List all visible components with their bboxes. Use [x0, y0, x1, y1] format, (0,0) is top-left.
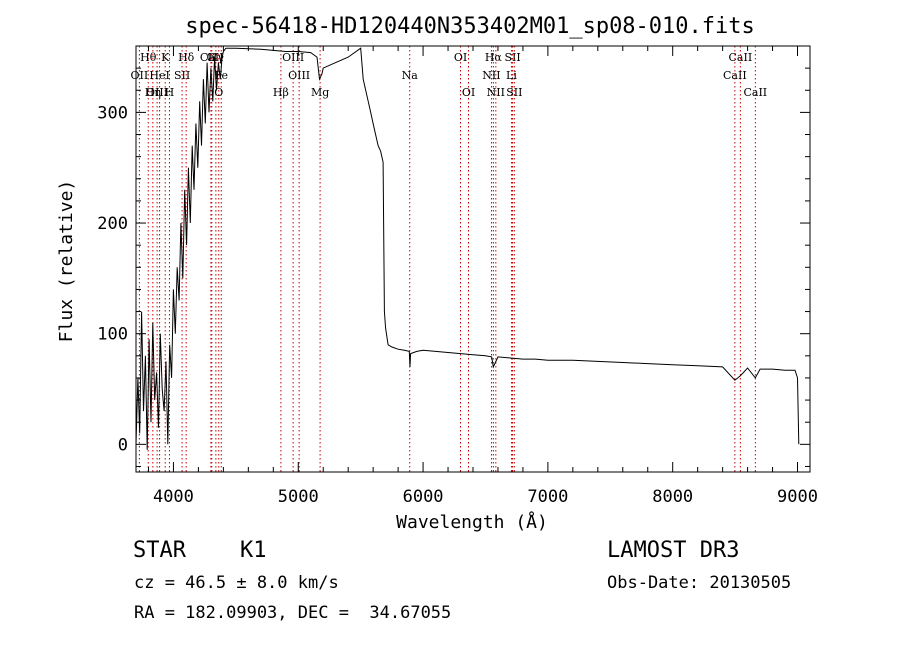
- line-label-23: NII: [482, 69, 500, 82]
- object-type: STAR: [133, 538, 186, 563]
- line-label-14: OIII: [282, 51, 304, 64]
- line-label-22: SII: [504, 51, 520, 64]
- line-label-0: Hθ: [140, 51, 157, 64]
- chart-title: spec-56418-HD120440N353402M01_sp08-010.f…: [185, 14, 755, 39]
- line-label-1: OII: [131, 69, 149, 82]
- y-tick-label-2: 200: [97, 214, 128, 234]
- redshift-cz: cz = 46.5 ± 8.0 km/s: [134, 573, 339, 593]
- x-tick-label-2: 6000: [403, 487, 444, 507]
- line-label-7: H: [165, 86, 175, 99]
- plot-frame: [135, 45, 811, 473]
- line-label-2: OIII: [146, 86, 168, 99]
- line-label-16: Hβ: [273, 86, 289, 99]
- y-tick-label-0: 0: [118, 435, 128, 455]
- y-tick-label-3: 300: [97, 103, 128, 123]
- axis-ticks: 4000 5000 6000 7000 8000 9000 0 100 200 300: [97, 45, 818, 507]
- spectrum-line: [135, 47, 800, 450]
- x-tick-label-5: 9000: [777, 487, 818, 507]
- line-label-8: Hδ: [178, 51, 195, 64]
- line-label-19: OI: [454, 51, 467, 64]
- y-axis-label: Flux (relative): [56, 180, 77, 343]
- x-tick-label-0: 4000: [153, 487, 194, 507]
- line-label-25: NII: [487, 86, 505, 99]
- line-label-15: OIII: [288, 69, 310, 82]
- line-label-26: SII: [506, 86, 522, 99]
- line-label-18: Na: [402, 69, 419, 82]
- plot-axes: [135, 45, 811, 473]
- line-label-13: O: [214, 86, 223, 99]
- line-label-20: OI: [462, 86, 475, 99]
- spectrum-series: [135, 47, 800, 450]
- line-label-6: SII: [174, 69, 190, 82]
- subclass: K1: [240, 538, 267, 563]
- line-label-12: Fe: [214, 69, 228, 82]
- line-label-11: CaII: [200, 51, 224, 64]
- line-label-21: Hα: [485, 51, 503, 64]
- line-label-17: Mg: [311, 86, 329, 99]
- line-label-4: HeI: [149, 69, 169, 82]
- x-tick-label-4: 8000: [652, 487, 693, 507]
- line-label-29: CaII: [743, 86, 767, 99]
- line-label-24: Li: [506, 69, 517, 82]
- x-tick-label-1: 5000: [278, 487, 319, 507]
- line-label-3: K: [161, 51, 170, 64]
- x-tick-label-3: 7000: [527, 487, 568, 507]
- line-label-9: G: [206, 51, 215, 64]
- x-axis-label: Wavelength (Å): [396, 511, 548, 533]
- emission-line-markers: [138, 46, 756, 472]
- survey-name: LAMOST DR3: [607, 538, 740, 563]
- obs-date: Obs-Date: 20130505: [607, 573, 792, 593]
- line-label-28: CaII: [723, 69, 747, 82]
- line-label-10: Hγ: [208, 51, 225, 64]
- coordinates: RA = 182.09903, DEC = 34.67055: [134, 603, 452, 623]
- line-label-27: CaII: [729, 51, 753, 64]
- line-label-5: Hη: [145, 86, 161, 99]
- y-tick-label-1: 100: [97, 325, 128, 345]
